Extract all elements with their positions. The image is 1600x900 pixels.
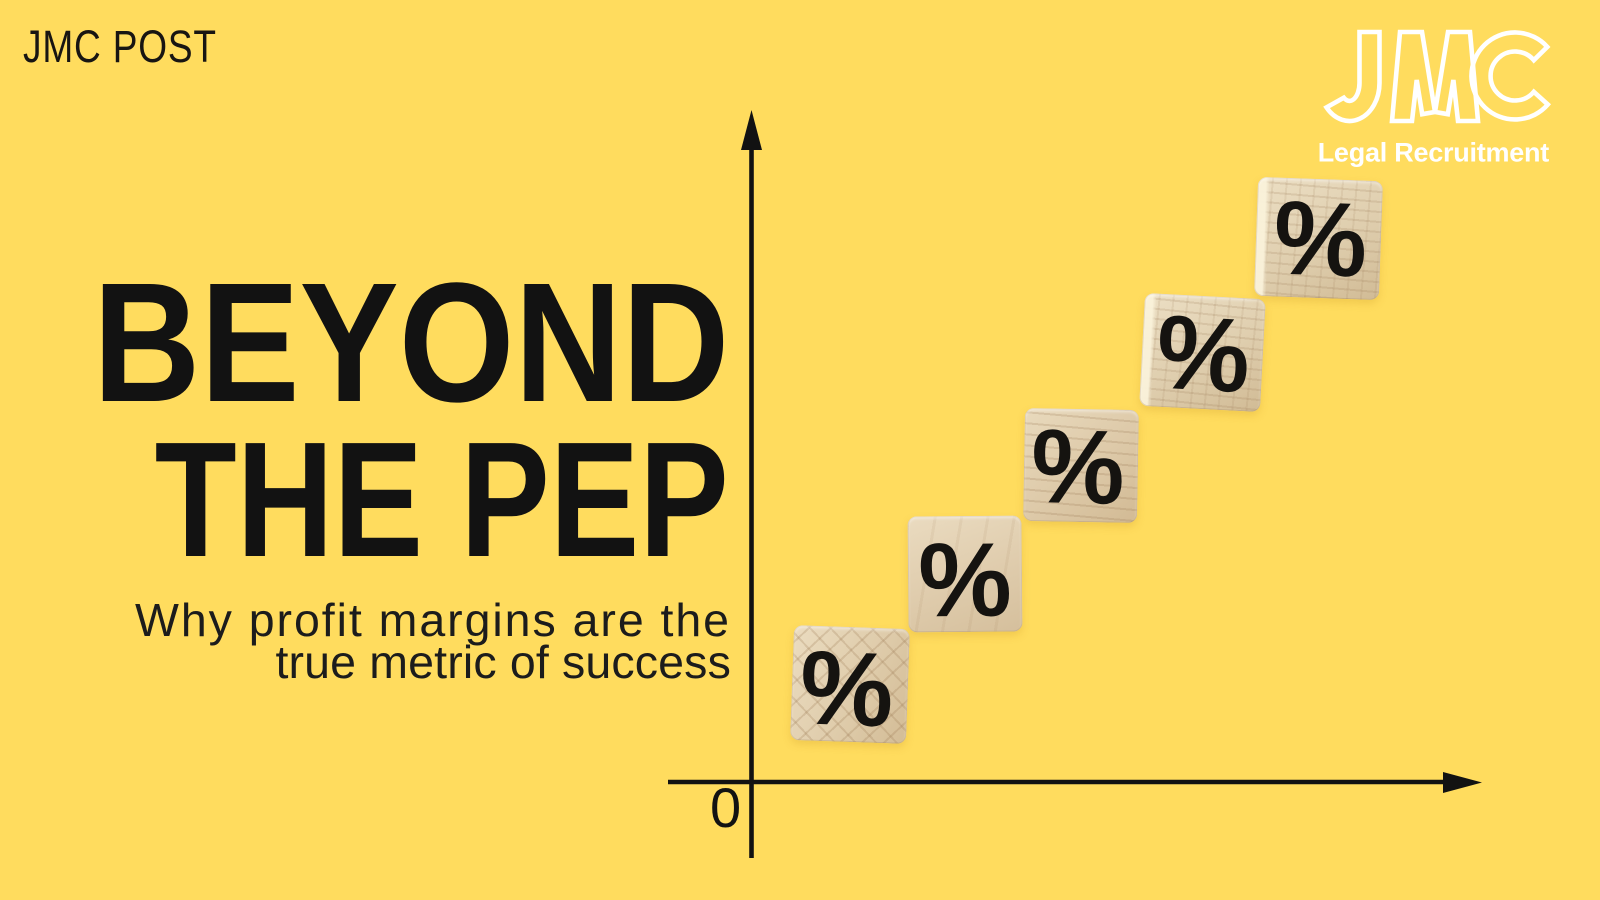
svg-text:Legal Recruitment: Legal Recruitment: [1318, 138, 1550, 168]
svg-text:0: 0: [710, 776, 741, 839]
